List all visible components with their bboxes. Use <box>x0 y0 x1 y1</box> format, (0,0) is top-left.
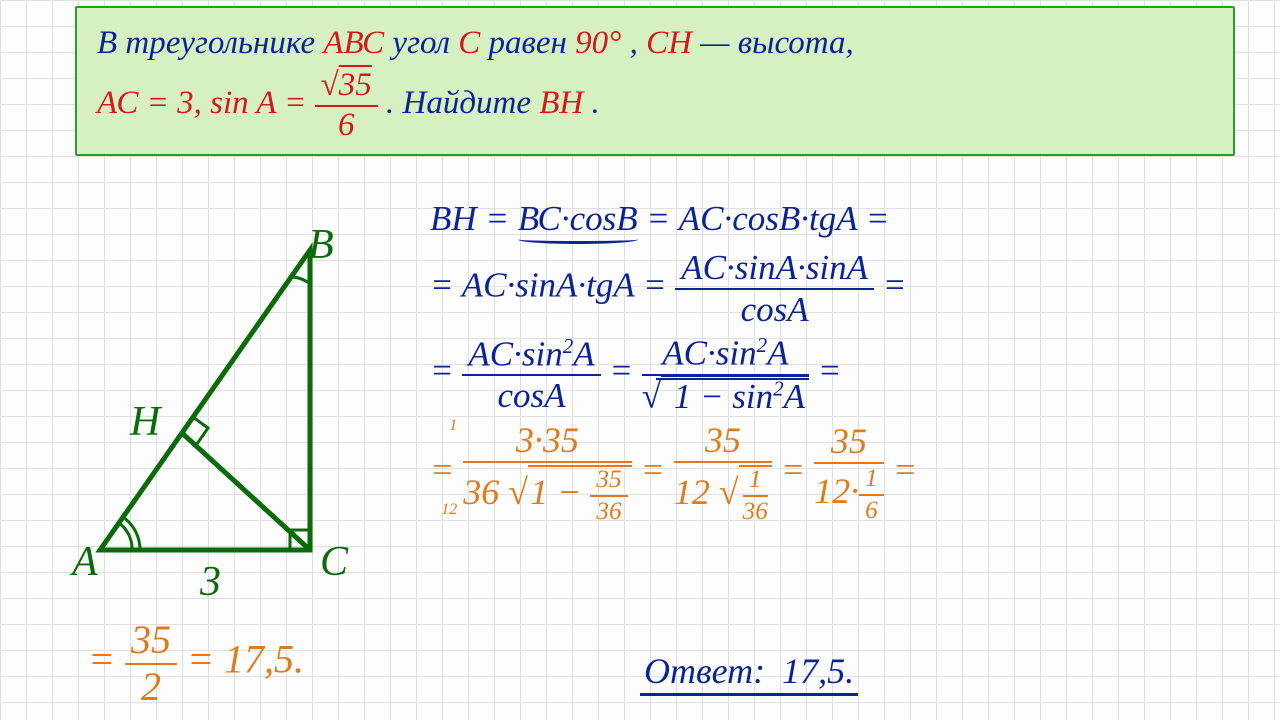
label-b: B <box>308 230 334 268</box>
work-line-4: = 1 12 3·35 36 √ 1 − 35 36 = 35 12 <box>430 422 1260 524</box>
final-result: = 35 2 = 17,5. <box>88 620 304 707</box>
label-a: A <box>69 539 98 585</box>
problem-statement: В треугольнике АВС угол С равен 90° , СН… <box>75 6 1235 156</box>
angle-a-arc1 <box>119 523 132 550</box>
work-line-2: = AC·sinA·tgA = AC·sinA·sinA cosA = <box>430 250 1260 327</box>
right-angle-h <box>193 417 208 444</box>
text: угол <box>392 25 458 61</box>
text: равен <box>489 25 576 61</box>
angle-b-arc <box>291 277 310 284</box>
text-abc: АВС <box>323 25 384 61</box>
text-ch: СН <box>646 25 692 61</box>
fraction: √√3535 6 <box>315 69 378 142</box>
text-c: С <box>458 25 480 61</box>
text: , <box>630 25 647 61</box>
text: В треугольнике <box>97 25 323 61</box>
triangle-diagram: A B C H 3 <box>60 230 400 630</box>
frac-bot: 6 <box>315 107 378 142</box>
work-line-3: = AC·sin2A cosA = AC·sin2A √ 1 − sin2A = <box>430 335 1260 413</box>
work-line-1: ВН = ВС·cosB = AC·cosB·tgA = <box>430 195 1260 242</box>
text-ac: АС = 3, sin A = <box>97 85 315 121</box>
text-bh: ВН <box>539 85 583 121</box>
label-side-3: 3 <box>199 559 221 605</box>
text: . Найдите <box>386 85 539 121</box>
text: . <box>592 85 600 121</box>
frac-top: √√3535 <box>315 69 378 107</box>
text: — высота, <box>700 25 854 61</box>
text-90: 90° <box>575 25 621 61</box>
answer: Ответ: 17,5. <box>640 650 858 692</box>
label-h: H <box>129 399 163 445</box>
solution-work: ВН = ВС·cosB = AC·cosB·tgA = = AC·sinA·t… <box>430 195 1260 532</box>
label-c: C <box>320 539 349 585</box>
